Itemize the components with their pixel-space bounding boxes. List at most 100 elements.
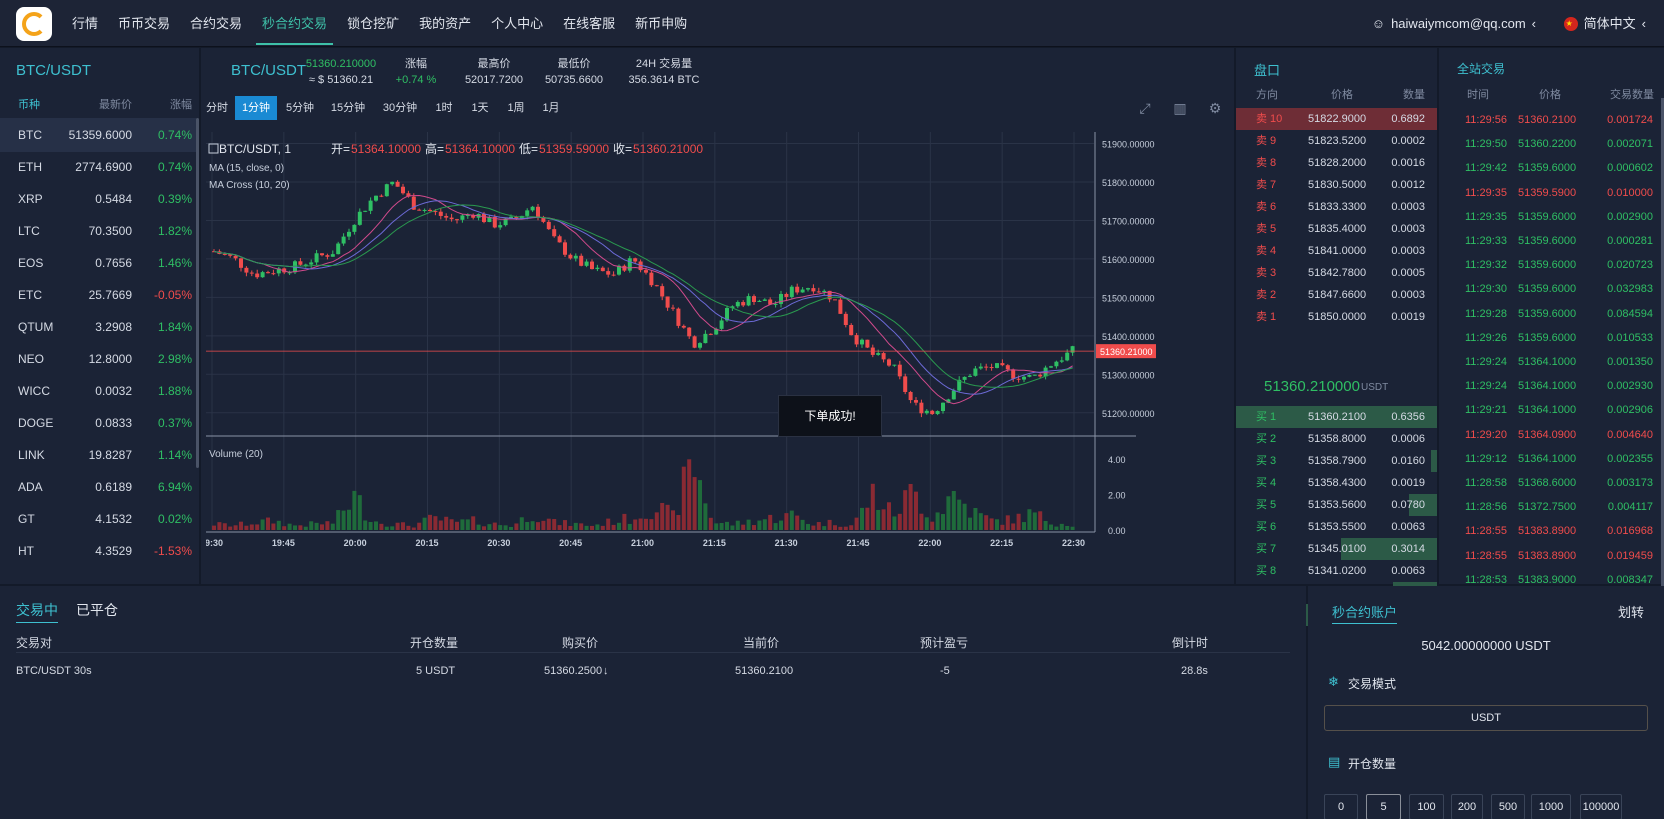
- account-title[interactable]: 秒合约账户: [1332, 602, 1398, 624]
- bid-row[interactable]: 买 1 51360.2100 0.6356: [1236, 406, 1437, 428]
- volume-bar: [930, 521, 935, 530]
- timeframe-tab[interactable]: 1时: [435, 102, 453, 114]
- market-row[interactable]: ETH 2774.6900 0.74%: [0, 150, 196, 184]
- timeframe-tab[interactable]: 1分钟: [235, 96, 277, 120]
- timeframe-tab[interactable]: 分时: [206, 102, 228, 114]
- qty-option[interactable]: 0: [1324, 794, 1358, 819]
- nav-item[interactable]: 个人中心: [491, 16, 544, 31]
- nav-item[interactable]: 我的资产: [419, 16, 472, 31]
- transfer-button[interactable]: 划转: [1617, 605, 1644, 620]
- qty-option[interactable]: 100000: [1580, 794, 1622, 819]
- candle-body: [492, 216, 497, 228]
- market-row[interactable]: LTC 70.3500 1.82%: [0, 214, 196, 248]
- coin-name: LTC: [18, 224, 40, 238]
- bid-row[interactable]: 买 3 51358.7900 0.0160: [1236, 450, 1437, 472]
- fullscreen-icon[interactable]: ⤢: [1139, 100, 1151, 116]
- col-coin[interactable]: 币种: [18, 99, 40, 111]
- qty-option[interactable]: 100: [1409, 794, 1444, 819]
- qty-option[interactable]: 200: [1451, 794, 1483, 819]
- market-row[interactable]: BTC 51359.6000 0.74%: [0, 118, 196, 152]
- ask-row[interactable]: 卖 4 51841.0000 0.0003: [1236, 240, 1437, 262]
- volume-bar: [957, 499, 962, 530]
- ask-row[interactable]: 卖 8 51828.2000 0.0016: [1236, 152, 1437, 174]
- market-row[interactable]: XRP 0.5484 0.39%: [0, 182, 196, 216]
- price-chart[interactable]: 51900.00000 51800.00000 51700.00000 51600.0…: [206, 132, 1231, 584]
- collapse-icon[interactable]: [208, 143, 219, 154]
- nav-item[interactable]: 币币交易: [118, 16, 171, 31]
- user-menu[interactable]: ☺ haiwaiymcom@qq.com ‹: [1372, 0, 1536, 47]
- market-row[interactable]: LINK 19.8287 1.14%: [0, 438, 196, 472]
- indicator-icon[interactable]: ▥: [1173, 100, 1187, 116]
- nav-item[interactable]: 锁仓挖矿: [347, 16, 400, 31]
- volume-bar: [260, 519, 265, 530]
- candle-body: [271, 273, 276, 275]
- candle-body: [233, 255, 238, 259]
- bid-row[interactable]: 买 6 51353.5500 0.0063: [1236, 516, 1437, 538]
- candle-body: [838, 299, 843, 314]
- last-price: 51360.210000: [305, 58, 377, 70]
- trade-time: 11:29:50: [1465, 138, 1508, 151]
- volume-bar: [606, 518, 611, 530]
- timeframe-tab[interactable]: 5分钟: [285, 102, 315, 114]
- timeframe-tab[interactable]: 1周: [507, 102, 525, 114]
- trades-scrollbar[interactable]: [1661, 98, 1664, 588]
- market-header: 币种 最新价 涨幅: [0, 96, 199, 116]
- volume-bar: [465, 519, 470, 530]
- nav-item[interactable]: 行情: [72, 16, 99, 31]
- market-row[interactable]: NEO 12.8000 2.98%: [0, 342, 196, 376]
- market-row[interactable]: ETC 25.7669 -0.05%: [0, 278, 196, 312]
- col-change[interactable]: 涨幅: [170, 99, 192, 111]
- candle-body: [255, 273, 260, 278]
- candle-body: [1049, 366, 1053, 368]
- col-price[interactable]: 最新价: [99, 99, 132, 111]
- nav-item[interactable]: 秒合约交易: [252, 0, 337, 47]
- market-row[interactable]: HT 4.3529 -1.53%: [0, 534, 196, 568]
- ask-row[interactable]: 卖 2 51847.6600 0.0003: [1236, 284, 1437, 306]
- bid-row[interactable]: 买 4 51358.4300 0.0019: [1236, 472, 1437, 494]
- trade-mode-select[interactable]: USDT: [1324, 705, 1648, 731]
- timeframe-tab[interactable]: 15分钟: [330, 102, 366, 114]
- language-selector[interactable]: 简体中文 ‹: [1563, 0, 1646, 47]
- volume-bar: [384, 526, 389, 530]
- market-row[interactable]: EOS 0.7656 1.46%: [0, 246, 196, 280]
- qty-option[interactable]: 1000: [1531, 794, 1571, 819]
- bid-row[interactable]: 买 5 51353.5600 0.0780: [1236, 494, 1437, 516]
- ask-row[interactable]: 卖 3 51842.7800 0.0005: [1236, 262, 1437, 284]
- site-logo[interactable]: [16, 7, 52, 41]
- market-row[interactable]: DOGE 0.0833 0.37%: [0, 406, 196, 440]
- market-row[interactable]: WICC 0.0032 1.88%: [0, 374, 196, 408]
- coin-name: EOS: [18, 256, 44, 270]
- qty-option[interactable]: 500: [1491, 794, 1525, 819]
- candle-body: [557, 236, 562, 243]
- qty-option[interactable]: 5: [1366, 794, 1401, 819]
- trade-price: 51359.6000: [1518, 162, 1577, 175]
- settings-gear-icon[interactable]: ⚙: [1208, 100, 1222, 116]
- timeframe-tab[interactable]: 30分钟: [382, 102, 418, 114]
- tab-closed-positions[interactable]: 已平仓: [76, 602, 118, 618]
- volume-bar: [314, 522, 319, 530]
- timeframe-tab[interactable]: 1月: [542, 102, 560, 114]
- ask-row[interactable]: 卖 9 51823.5200 0.0002: [1236, 130, 1437, 152]
- market-row[interactable]: QTUM 3.2908 1.84%: [0, 310, 196, 344]
- ask-row[interactable]: 卖 1 51850.0000 0.0019: [1236, 306, 1437, 328]
- chevron-icon: ‹: [1641, 16, 1646, 31]
- market-scrollbar[interactable]: [196, 118, 199, 468]
- timeframe-tab[interactable]: 1天: [471, 102, 489, 114]
- bid-row[interactable]: 买 2 51358.8000 0.0006: [1236, 428, 1437, 450]
- market-row[interactable]: ADA 0.6189 6.94%: [0, 470, 196, 504]
- candle-body: [962, 376, 967, 380]
- volume-bar: [330, 523, 335, 530]
- tab-open-positions[interactable]: 交易中: [16, 600, 58, 623]
- bid-row[interactable]: 买 7 51345.0100 0.3014: [1236, 538, 1437, 560]
- ob-qty: 0.0003: [1391, 289, 1425, 301]
- coin-change: 0.39%: [157, 192, 192, 206]
- ask-row[interactable]: 卖 6 51833.3300 0.0003: [1236, 196, 1437, 218]
- bid-row[interactable]: 买 8 51341.0200 0.0063: [1236, 560, 1437, 582]
- ask-row[interactable]: 卖 5 51835.4000 0.0003: [1236, 218, 1437, 240]
- ask-row[interactable]: 卖 10 51822.9000 0.6892: [1236, 108, 1437, 130]
- nav-item[interactable]: 新币申购: [635, 16, 688, 31]
- market-row[interactable]: GT 4.1532 0.02%: [0, 502, 196, 536]
- nav-item[interactable]: 合约交易: [190, 16, 243, 31]
- nav-item[interactable]: 在线客服: [563, 16, 616, 31]
- ask-row[interactable]: 卖 7 51830.5000 0.0012: [1236, 174, 1437, 196]
